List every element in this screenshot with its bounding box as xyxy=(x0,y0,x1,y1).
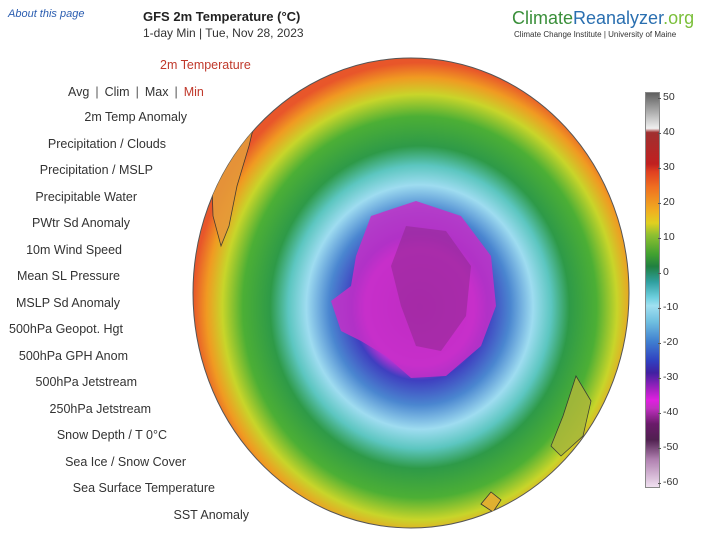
menu-item-500hpa-jetstream[interactable]: 500hPa Jetstream xyxy=(35,375,137,389)
stat-option-clim[interactable]: Clim xyxy=(104,85,130,99)
colorbar-tick-label: 20 xyxy=(663,196,675,208)
menu-item-2m-temp-anomaly[interactable]: 2m Temp Anomaly xyxy=(84,110,187,124)
menu-item-pwtr-sd-anomaly[interactable]: PWtr Sd Anomaly xyxy=(32,216,130,230)
menu-item-sst-anomaly[interactable]: SST Anomaly xyxy=(173,508,249,522)
colorbar-tick-label: -60 xyxy=(663,476,679,488)
menu-item-sea-surface-temperature[interactable]: Sea Surface Temperature xyxy=(72,481,215,495)
about-page-link[interactable]: About this page xyxy=(8,8,85,20)
stat-option-min[interactable]: Min xyxy=(183,85,204,99)
logo-part-reanalyzer: Reanalyzer xyxy=(573,8,664,28)
stat-separator: | xyxy=(135,85,139,99)
new-zealand-landmass xyxy=(550,375,592,457)
colorbar-tick-label: -20 xyxy=(663,336,679,348)
temperature-colorbar xyxy=(645,92,660,488)
colorbar-tick-label: -30 xyxy=(663,371,679,383)
australia-tasmania-landmass xyxy=(480,491,502,513)
menu-item-mslp-sd-anomaly[interactable]: MSLP Sd Anomaly xyxy=(16,296,120,310)
colorbar-tick-label: 30 xyxy=(663,161,675,173)
menu-item-precipitation-mslp[interactable]: Precipitation / MSLP xyxy=(39,163,153,177)
map-title: GFS 2m Temperature (°C) xyxy=(143,9,301,24)
antarctica-interior xyxy=(391,226,471,351)
stat-separator: | xyxy=(95,85,99,99)
colorbar-tick-label: 10 xyxy=(663,231,675,243)
menu-item-500hpa-gph-anom[interactable]: 500hPa GPH Anom xyxy=(18,349,128,363)
colorbar-tick-label: -50 xyxy=(663,441,679,453)
map-subtitle: 1-day Min | Tue, Nov 28, 2023 xyxy=(143,26,304,40)
climate-reanalyzer-logo[interactable]: ClimateReanalyzer.org xyxy=(512,8,694,29)
stat-selector: Avg | Clim | Max | Min xyxy=(68,85,204,99)
menu-item-precipitation-clouds[interactable]: Precipitation / Clouds xyxy=(47,137,166,151)
stat-option-max[interactable]: Max xyxy=(144,85,169,99)
logo-part-org: .org xyxy=(663,8,695,28)
colorbar-tick-label: -40 xyxy=(663,406,679,418)
colorbar-tick-label: 50 xyxy=(663,91,675,103)
colorbar-tick-label: 0 xyxy=(663,266,669,278)
menu-item-mean-sl-pressure[interactable]: Mean SL Pressure xyxy=(16,269,120,283)
colorbar-tick-label: -10 xyxy=(663,301,679,313)
stat-separator: | xyxy=(174,85,178,99)
menu-item-500hpa-geopot-hgt[interactable]: 500hPa Geopot. Hgt xyxy=(9,322,123,336)
menu-2m-temperature[interactable]: 2m Temperature xyxy=(160,58,251,72)
colorbar-tick-label: 40 xyxy=(663,126,675,138)
menu-item-snow-depth[interactable]: Snow Depth / T 0°C xyxy=(56,428,167,442)
logo-part-climate: Climate xyxy=(512,8,574,28)
logo-tagline: Climate Change Institute | University of… xyxy=(514,30,677,39)
stat-option-avg[interactable]: Avg xyxy=(68,85,90,99)
menu-item-sea-ice-snow-cover[interactable]: Sea Ice / Snow Cover xyxy=(65,455,186,469)
temperature-globe-map[interactable] xyxy=(191,56,631,530)
menu-item-250hpa-jetstream[interactable]: 250hPa Jetstream xyxy=(49,402,151,416)
menu-item-10m-wind-speed[interactable]: 10m Wind Speed xyxy=(26,243,122,257)
menu-item-precipitable-water[interactable]: Precipitable Water xyxy=(35,190,137,204)
